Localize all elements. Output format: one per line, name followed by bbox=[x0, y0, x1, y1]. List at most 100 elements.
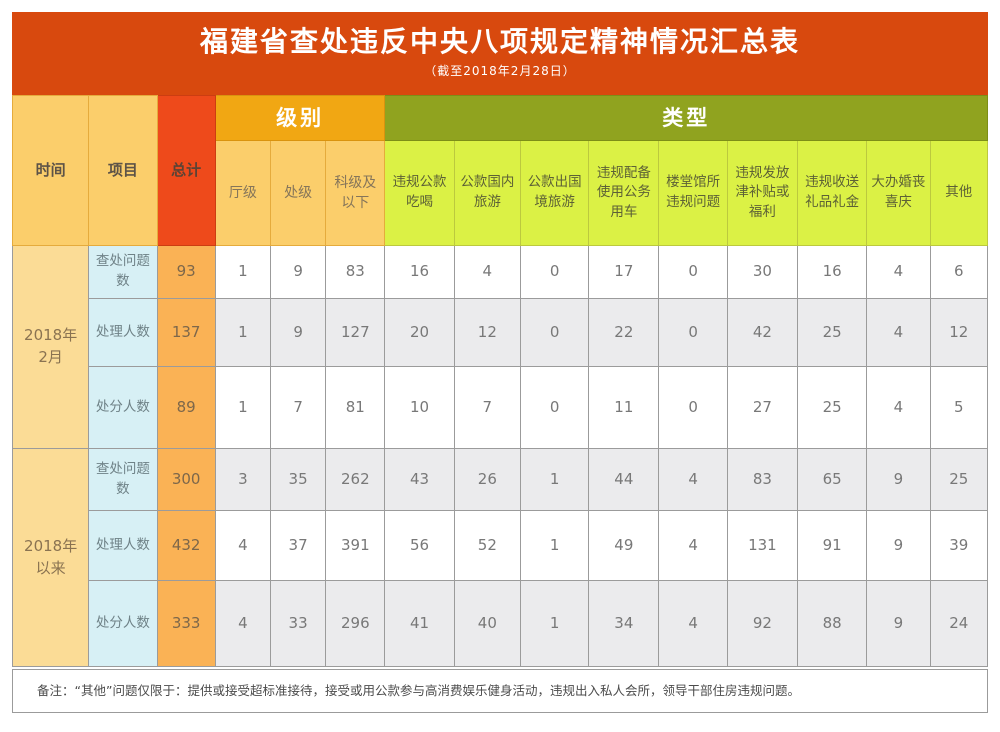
value-cell: 4 bbox=[658, 580, 728, 667]
item-cell: 处理人数 bbox=[88, 298, 158, 367]
value-cell: 4 bbox=[658, 448, 728, 511]
value-cell: 9 bbox=[269, 298, 327, 367]
value-cell: 35 bbox=[269, 448, 327, 511]
header-band-row: 时间 项目 总计 级别 类型 bbox=[11, 95, 988, 246]
col-header-total: 总计 bbox=[156, 95, 216, 246]
footnote: 备注：“其他”问题仅限于：提供或接受超标准接待，接受或用公款参与高消费娱乐健身活… bbox=[12, 669, 988, 713]
value-cell: 12 bbox=[453, 298, 521, 367]
value-cell: 65 bbox=[797, 448, 868, 511]
total-cell: 300 bbox=[156, 448, 216, 511]
value-cell: 39 bbox=[929, 510, 989, 581]
total-cell: 93 bbox=[156, 245, 216, 299]
value-cell: 296 bbox=[325, 580, 386, 667]
value-cell: 0 bbox=[658, 245, 728, 299]
value-cell: 30 bbox=[726, 245, 799, 299]
item-cell: 处理人数 bbox=[88, 510, 158, 581]
col-header-level-0: 厅级 bbox=[214, 140, 271, 246]
value-cell: 12 bbox=[929, 298, 989, 367]
col-header-type-1: 公款国内旅游 bbox=[453, 140, 521, 246]
col-header-item: 项目 bbox=[88, 95, 158, 246]
col-header-type-2: 公款出国境旅游 bbox=[519, 140, 590, 246]
value-cell: 9 bbox=[866, 510, 931, 581]
total-cell: 89 bbox=[156, 366, 216, 449]
item-cell: 查处问题数 bbox=[88, 448, 158, 511]
time-group-cell: 2018年2月 bbox=[11, 245, 90, 449]
value-cell: 1 bbox=[519, 448, 590, 511]
table-row: 处理人数 137 1 9 127 20 12 0 22 0 42 25 4 12 bbox=[13, 298, 989, 367]
value-cell: 49 bbox=[588, 510, 660, 581]
value-cell: 1 bbox=[214, 245, 271, 299]
summary-table: 时间 项目 总计 级别 类型 厅级 处级 科级及以下 违规公款吃喝 公款国内旅游… bbox=[11, 95, 989, 667]
value-cell: 88 bbox=[797, 580, 868, 667]
value-cell: 17 bbox=[588, 245, 660, 299]
value-cell: 4 bbox=[866, 298, 931, 367]
col-header-type-5: 违规发放津补贴或福利 bbox=[726, 140, 799, 246]
value-cell: 22 bbox=[588, 298, 660, 367]
value-cell: 127 bbox=[325, 298, 386, 367]
total-cell: 432 bbox=[156, 510, 216, 581]
value-cell: 6 bbox=[929, 245, 989, 299]
value-cell: 16 bbox=[797, 245, 868, 299]
group-header-level: 级别 bbox=[214, 95, 386, 141]
col-header-type-0: 违规公款吃喝 bbox=[384, 140, 455, 246]
col-header-type-4: 楼堂馆所违规问题 bbox=[658, 140, 728, 246]
value-cell: 81 bbox=[325, 366, 386, 449]
value-cell: 1 bbox=[519, 510, 590, 581]
col-header-level-2: 科级及以下 bbox=[325, 140, 386, 246]
value-cell: 4 bbox=[214, 580, 271, 667]
table-row: 2018年2月 查处问题数 93 1 9 83 16 4 0 17 0 30 1… bbox=[11, 245, 989, 449]
value-cell: 4 bbox=[214, 510, 271, 581]
title-bar: 福建省查处违反中央八项规定精神情况汇总表 （截至2018年2月28日） bbox=[12, 12, 988, 95]
value-cell: 131 bbox=[726, 510, 799, 581]
value-cell: 0 bbox=[658, 298, 728, 367]
value-cell: 262 bbox=[325, 448, 386, 511]
value-cell: 4 bbox=[453, 245, 521, 299]
value-cell: 37 bbox=[269, 510, 327, 581]
value-cell: 44 bbox=[588, 448, 660, 511]
value-cell: 1 bbox=[214, 298, 271, 367]
value-cell: 0 bbox=[519, 298, 590, 367]
value-cell: 7 bbox=[269, 366, 327, 449]
value-cell: 4 bbox=[658, 510, 728, 581]
value-cell: 9 bbox=[866, 580, 931, 667]
col-header-type-7: 大办婚丧喜庆 bbox=[866, 140, 931, 246]
value-cell: 1 bbox=[214, 366, 271, 449]
col-header-type-8: 其他 bbox=[929, 140, 989, 246]
value-cell: 10 bbox=[384, 366, 455, 449]
table-row: 处分人数 89 1 7 81 10 7 0 11 0 27 25 4 5 bbox=[13, 366, 989, 449]
value-cell: 9 bbox=[866, 448, 931, 511]
value-cell: 92 bbox=[726, 580, 799, 667]
page-title: 福建省查处违反中央八项规定精神情况汇总表 bbox=[199, 25, 800, 58]
value-cell: 41 bbox=[384, 580, 455, 667]
value-cell: 43 bbox=[384, 448, 455, 511]
value-cell: 391 bbox=[325, 510, 386, 581]
value-cell: 0 bbox=[658, 366, 728, 449]
value-cell: 27 bbox=[726, 366, 799, 449]
value-cell: 25 bbox=[797, 366, 868, 449]
value-cell: 16 bbox=[384, 245, 455, 299]
value-cell: 52 bbox=[453, 510, 521, 581]
value-cell: 40 bbox=[453, 580, 521, 667]
sub-header-row: 厅级 处级 科级及以下 违规公款吃喝 公款国内旅游 公款出国境旅游 违规配备使用… bbox=[13, 140, 989, 246]
value-cell: 83 bbox=[726, 448, 799, 511]
value-cell: 11 bbox=[588, 366, 660, 449]
value-cell: 4 bbox=[866, 366, 931, 449]
value-cell: 1 bbox=[519, 580, 590, 667]
col-header-level-1: 处级 bbox=[269, 140, 327, 246]
table-row: 2018年以来 查处问题数 300 3 35 262 43 26 1 44 4 … bbox=[11, 448, 989, 667]
value-cell: 25 bbox=[797, 298, 868, 367]
value-cell: 83 bbox=[325, 245, 386, 299]
value-cell: 7 bbox=[453, 366, 521, 449]
page-subtitle: （截至2018年2月28日） bbox=[424, 64, 576, 78]
col-header-type-6: 违规收送礼品礼金 bbox=[797, 140, 868, 246]
value-cell: 24 bbox=[929, 580, 989, 667]
value-cell: 34 bbox=[588, 580, 660, 667]
time-group-cell: 2018年以来 bbox=[11, 448, 90, 667]
table-row: 处分人数 333 4 33 296 41 40 1 34 4 92 88 9 2… bbox=[13, 580, 989, 667]
col-header-type-3: 违规配备使用公务用车 bbox=[588, 140, 660, 246]
footnote-text: 备注：“其他”问题仅限于：提供或接受超标准接待，接受或用公款参与高消费娱乐健身活… bbox=[37, 683, 800, 698]
value-cell: 20 bbox=[384, 298, 455, 367]
group-header-type: 类型 bbox=[384, 95, 988, 141]
value-cell: 56 bbox=[384, 510, 455, 581]
